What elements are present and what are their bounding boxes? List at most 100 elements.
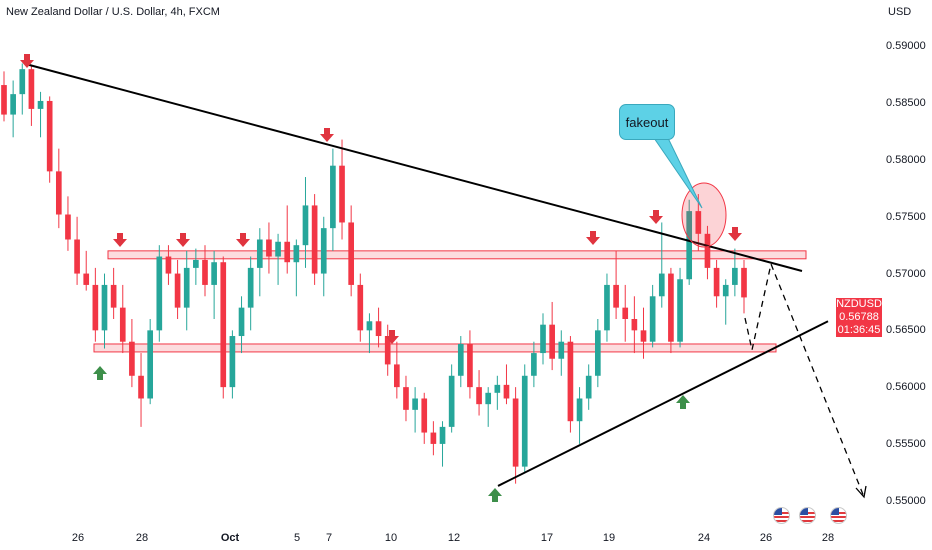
candle-body <box>293 245 300 263</box>
y-tick-label: 0.58000 <box>886 154 926 166</box>
support-zone <box>93 343 777 353</box>
candle-body <box>311 205 318 274</box>
candle-body <box>439 426 446 444</box>
candle-body <box>695 211 702 234</box>
candle-body <box>704 233 711 268</box>
candle-body <box>412 398 418 410</box>
chart-title: New Zealand Dollar / U.S. Dollar, 4h, FX… <box>6 6 220 18</box>
arrow-down-icon <box>236 233 250 247</box>
candle-body <box>649 296 656 342</box>
candle-body <box>567 341 574 422</box>
x-tick-label: 24 <box>697 532 711 544</box>
candle-body <box>531 353 537 376</box>
candle-body <box>585 375 592 399</box>
x-tick-label: 5 <box>293 532 301 544</box>
arrow-down-icon <box>320 128 334 142</box>
candle-body <box>28 69 35 109</box>
candle-body <box>46 100 53 172</box>
forecast-arrowhead <box>855 485 867 499</box>
candle-body <box>202 259 208 285</box>
fakeout-callout: fakeout <box>619 104 675 140</box>
y-tick-label: 0.56500 <box>886 324 926 337</box>
us-flag-icon[interactable] <box>773 507 790 524</box>
candle-body <box>421 398 428 433</box>
candle-body <box>631 318 638 331</box>
arrow-down-icon <box>586 231 600 245</box>
arrow-down-icon <box>20 54 34 68</box>
y-tick-label: 0.57000 <box>886 267 926 280</box>
candle-body <box>65 214 71 240</box>
candle-body <box>284 241 291 263</box>
candle-body <box>110 284 117 308</box>
y-tick-label: 0.56000 <box>886 381 926 394</box>
candle-body <box>275 241 281 257</box>
candle-body <box>74 239 80 274</box>
candle-body <box>457 343 464 376</box>
candle-body <box>521 375 528 467</box>
x-tick-label: 7 <box>325 532 333 544</box>
candle-body <box>732 267 738 285</box>
candle-body <box>320 228 327 274</box>
candle-body <box>1 85 7 115</box>
candle-body <box>357 284 364 331</box>
y-tick-label: 0.57500 <box>886 210 926 223</box>
x-tick-label: 28 <box>821 532 835 544</box>
candle-body <box>238 307 245 337</box>
candle-body <box>339 165 345 223</box>
symbol-tag: NZDUSD <box>836 298 882 311</box>
candle-body <box>668 273 674 342</box>
candle-body <box>467 343 473 388</box>
candle-body <box>83 273 90 285</box>
candle-body <box>658 273 665 297</box>
x-tick-label: 28 <box>135 532 149 544</box>
arrow-down-icon <box>113 233 127 247</box>
candle-body <box>147 330 154 399</box>
arrow-down-icon <box>728 227 742 241</box>
candle-body <box>403 387 409 410</box>
price-tag: 0.56788 <box>836 311 882 324</box>
candle-body <box>494 384 501 393</box>
y-tick-label: 0.59000 <box>886 40 926 53</box>
candle-body <box>129 341 135 376</box>
callout-pointer <box>653 137 703 209</box>
candle-body <box>677 279 683 342</box>
x-tick-label: 12 <box>447 532 461 544</box>
candle-body <box>165 256 172 274</box>
candle-body <box>193 259 199 268</box>
candle-body <box>211 262 217 285</box>
us-flag-icon[interactable] <box>830 507 847 524</box>
candle-body <box>503 384 510 399</box>
x-tick-label: 17 <box>540 532 554 544</box>
candle-body <box>330 165 336 229</box>
candle-body <box>92 284 99 331</box>
candle-body <box>247 267 254 308</box>
candle-body <box>713 267 720 297</box>
candle-body <box>430 432 437 444</box>
x-tick-label: 10 <box>384 532 398 544</box>
candle-body <box>256 239 263 268</box>
us-flag-icon[interactable] <box>799 507 816 524</box>
candle-body <box>549 324 555 359</box>
candle-body <box>10 94 16 115</box>
candle-body <box>302 205 309 246</box>
candle-body <box>686 211 693 280</box>
candle-body <box>101 284 108 331</box>
candle-body <box>558 341 565 359</box>
candle-body <box>266 239 272 257</box>
arrow-up-icon <box>676 395 690 409</box>
candle-body <box>37 100 44 109</box>
candle-body <box>366 321 373 331</box>
candle-body <box>348 222 354 285</box>
arrow-down-icon <box>176 233 190 247</box>
y-tick-label: 0.55000 <box>886 494 926 507</box>
candle-body <box>19 69 26 95</box>
descending-trendline <box>27 63 803 272</box>
x-tick-label: 19 <box>602 532 616 544</box>
candle-body <box>722 284 729 297</box>
fakeout-ellipse <box>681 182 727 248</box>
forecast-path <box>744 261 865 498</box>
arrow-up-icon <box>93 366 107 380</box>
candle-body <box>476 387 482 405</box>
candle-body <box>640 330 647 342</box>
